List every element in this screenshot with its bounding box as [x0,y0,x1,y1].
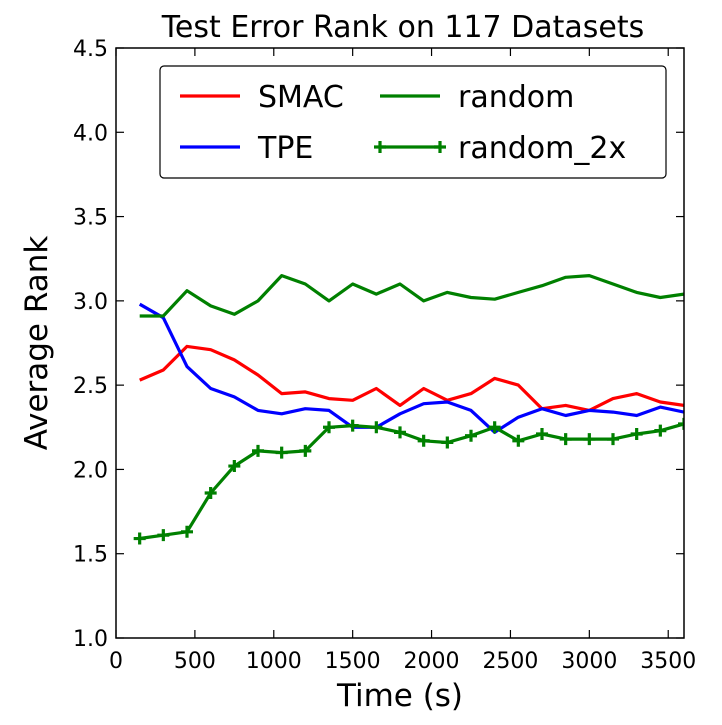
point-random-2x-12 [417,434,430,447]
series-line-random-2x [139,422,684,541]
point-random-2x-20 [607,433,619,446]
point-random-2x-6 [275,446,288,459]
x-tick-label-6: 3000 [561,649,617,674]
x-tick-label-0: 0 [109,649,123,674]
plot-frame [115,47,685,639]
y-tick-label-0: 1.0 [73,627,108,652]
legend-label-smac: SMAC [258,80,344,115]
point-random-2x-4 [228,460,241,473]
y-tick-label-5: 3.5 [73,206,108,231]
y-tick-label-4: 3.0 [73,290,108,315]
y-tick-label-1: 1.5 [73,543,108,568]
point-random-2x-17 [536,428,548,441]
point-random-2x-0 [133,532,146,545]
legend-label-random: random [458,80,574,115]
point-random-2x-16 [512,434,525,447]
point-random-2x-23 [678,417,684,430]
x-tick-label-2: 1000 [246,649,302,674]
series-line-random [139,274,684,318]
point-random-2x-14 [465,429,477,442]
point-random-2x-22 [654,424,667,437]
point-random-2x-18 [559,433,572,446]
point-random-2x-11 [394,426,406,439]
point-random-2x-9 [346,419,359,432]
x-tick-label-3: 1500 [325,649,381,674]
x-tick-label-1: 500 [174,649,216,674]
point-random-2x-15 [488,421,501,434]
series-clip-group [133,274,684,545]
point-random-2x-7 [299,444,312,457]
point-random-2x-13 [441,436,454,449]
point-random-2x-19 [583,433,596,446]
point-random-2x-8 [323,421,335,434]
series-line-tpe [138,302,684,434]
point-random-2x-5 [252,444,264,457]
legend-box [159,65,667,179]
y-tick-label-2: 2.0 [73,458,108,483]
series-group [133,274,684,545]
point-random-2x-2 [181,525,193,538]
y-tick-label-3: 2.5 [73,374,108,399]
legend-label-random-2x: random_2x [458,131,626,166]
point-random-2x-1 [157,529,170,542]
x-tick-label-7: 3500 [640,649,696,674]
y-tick-label-7: 4.5 [73,37,108,62]
y-axis-label: Average Rank [19,236,55,451]
chart-title: Test Error Rank on 117 Datasets [161,10,645,45]
legend: SMAC TPE random random_2x [159,65,667,179]
point-random-2x-21 [630,428,643,441]
axis-ticks: 0 500 1000 1500 2000 2500 3000 3500 1.0 1.5 2.0 2.5… [73,37,696,674]
legend-marker-random-2x-1 [434,141,446,153]
x-tick-label-5: 2500 [482,649,538,674]
legend-marker-random-2x-0 [374,141,386,153]
x-axis-label: Time (s) [336,678,463,714]
point-random-2x-10 [370,421,383,434]
series-line-smac [139,344,684,412]
x-tick-label-4: 2000 [404,649,460,674]
y-tick-label-6: 4.0 [73,121,108,146]
point-random-2x-3 [204,487,217,500]
legend-label-tpe: TPE [257,131,313,166]
